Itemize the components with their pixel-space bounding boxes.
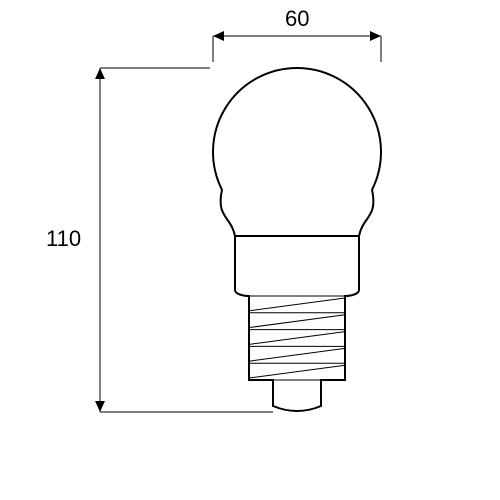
bulb-dimension-diagram: 60 110 bbox=[0, 0, 500, 500]
height-dimension-label: 110 bbox=[46, 226, 81, 251]
width-dimension-label: 60 bbox=[285, 6, 309, 31]
